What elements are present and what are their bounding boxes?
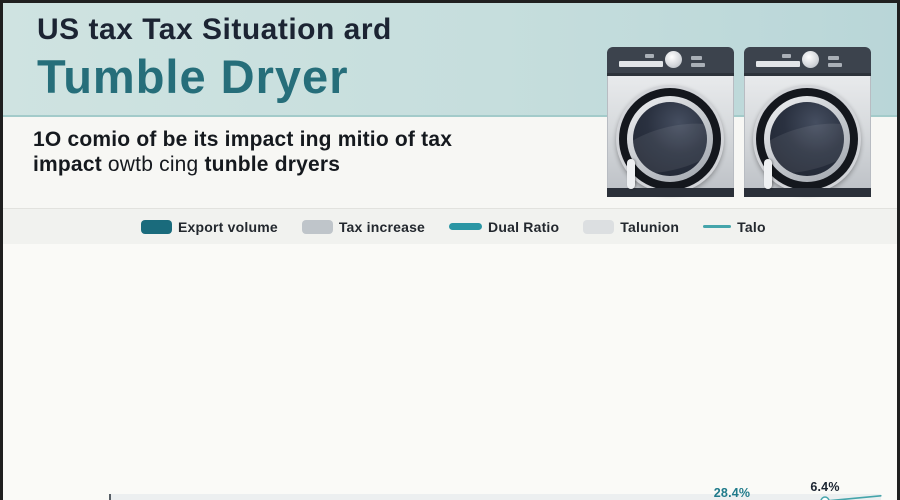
legend-label: Dual Ratio — [488, 218, 560, 235]
legend-item-export-volume: Export volume — [141, 219, 278, 235]
legend-swatch-icon — [141, 219, 172, 234]
y-axis-ticks: 15000$000$500$500$500$500$500$500$5000 — [3, 494, 93, 500]
bar-percent-label: 28.4% — [713, 486, 751, 500]
legend-item-talo: Talo — [703, 219, 766, 235]
dryer-knob-icon — [665, 51, 682, 68]
legend-label: Talo — [737, 218, 766, 235]
legend-label: Tax increase — [338, 218, 426, 235]
dryer-display — [756, 61, 800, 67]
legend-swatch-icon — [583, 219, 615, 234]
line-marker-small — [820, 496, 830, 500]
line-series — [820, 494, 882, 500]
bar-percent-label: 6.4% — [810, 480, 840, 495]
tumble-dryer-icon — [607, 47, 734, 197]
subtitle-line-2: impact owtb cing tunble dryers — [33, 153, 341, 176]
chart-area: Lxoxr rceeaes 15000$000$500$500$500$500$… — [3, 244, 897, 500]
legend-swatch-icon — [301, 219, 333, 234]
chart-legend: Export volume Tax increase Dual Ratio Talun… — [3, 208, 897, 244]
legend-item-dual-ratio: Dual Ratio — [449, 219, 559, 235]
dryer-control-panel — [744, 47, 871, 73]
legend-label: Export volume — [178, 218, 278, 235]
subtitle: 1O comio of be its impact ing mitio of t… — [33, 127, 452, 177]
tumble-dryer-icon — [744, 47, 871, 197]
title-line-1: US tax Tax Situation ard — [37, 13, 392, 46]
dryer-door-icon — [616, 85, 724, 193]
title-line-2: Tumble Dryer — [37, 50, 349, 103]
legend-item-tax-increase: Tax increase — [301, 218, 426, 235]
dryer-control-panel — [607, 47, 734, 73]
legend-swatch-icon — [703, 225, 732, 228]
dryer-knob-icon — [802, 51, 819, 68]
legend-label: Talunion — [620, 218, 680, 235]
plot-area: 37111414%30.2%1511126129%1771251128.4%10… — [109, 480, 882, 500]
legend-swatch-icon — [449, 223, 483, 230]
dryer-door-icon — [753, 85, 861, 193]
page-title: US tax Tax Situation ard Tumble Dryer — [37, 13, 392, 104]
legend-item-talunion: Talunion — [583, 219, 679, 235]
dryer-door-handle — [627, 159, 635, 189]
dryer-door-handle — [764, 159, 772, 189]
dryer-display — [619, 61, 663, 67]
line-talo — [827, 494, 882, 500]
subtitle-line-1: 1O comio of be its impact ing mitio of t… — [33, 128, 453, 151]
